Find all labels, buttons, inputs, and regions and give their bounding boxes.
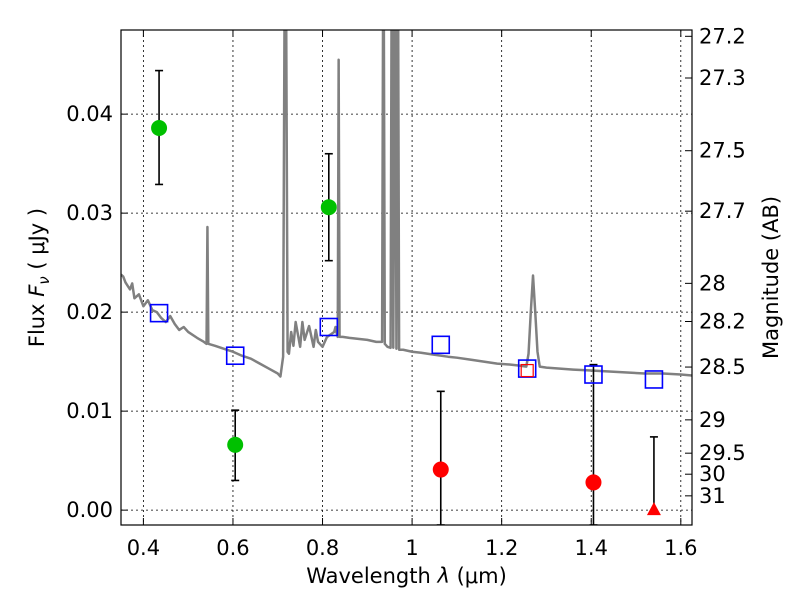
markers	[149, 120, 664, 516]
model-photometry-square	[644, 370, 664, 389]
x-tick-label: 1	[405, 536, 418, 560]
upper-limit-triangle	[646, 502, 661, 516]
extra-red-square	[520, 363, 534, 378]
x-tick-label: 0.8	[306, 536, 339, 560]
model-photometry-square	[319, 317, 339, 337]
detection-point	[227, 436, 244, 453]
detection-point	[151, 120, 168, 137]
plot-area	[121, 30, 692, 525]
error-bars	[155, 69, 658, 525]
x-tick-label: 0.6	[216, 536, 249, 560]
magnitude-tick-label: 29	[699, 408, 726, 432]
magnitude-axis-label: Magnitude (AB)	[759, 196, 783, 359]
sed-model-line	[121, 30, 692, 378]
magnitude-tick-label: 27.5	[699, 139, 746, 163]
x-tick-label: 1.6	[664, 536, 697, 560]
y-axis-label: Flux Fν ( μJy )	[25, 208, 53, 347]
model-photometry-square	[225, 346, 245, 366]
magnitude-tick-label: 28.2	[699, 310, 746, 334]
nondetection-point	[585, 474, 602, 491]
x-tick-label: 0.4	[127, 536, 160, 560]
axes: 0.4 0.6 0.8 1 1.2 1.4 1.6 0.00 0.01 0.02 0.03 0.04 2…	[66, 24, 746, 560]
model-photometry-square	[431, 335, 451, 355]
x-axis-label: Wavelength λ (μm)	[306, 564, 507, 588]
magnitude-tick-label: 27.2	[699, 24, 746, 48]
model-photometry-square	[584, 365, 603, 384]
magnitude-tick-label: 27.7	[699, 199, 746, 223]
grid	[121, 30, 692, 525]
y-tick-label: 0.01	[66, 399, 113, 423]
magnitude-tick-label: 28	[699, 271, 726, 295]
magnitude-tick-label: 31	[699, 484, 726, 508]
nondetection-point	[432, 461, 449, 478]
magnitude-tick-label: 28.5	[699, 355, 746, 379]
y-tick-label: 0.03	[66, 201, 113, 225]
y-tick-label: 0.00	[66, 498, 113, 522]
x-tick-label: 1.2	[485, 536, 518, 560]
x-tick-label: 1.4	[575, 536, 608, 560]
magnitude-tick-label: 29.5	[699, 441, 746, 465]
model-photometry-square	[149, 303, 169, 323]
plot-frame	[120, 29, 693, 526]
detection-point	[320, 199, 337, 216]
magnitude-tick-label: 30	[699, 462, 726, 486]
y-tick-label: 0.04	[66, 102, 113, 126]
magnitude-tick-label: 27.3	[699, 66, 746, 90]
y-tick-label: 0.02	[66, 300, 113, 324]
